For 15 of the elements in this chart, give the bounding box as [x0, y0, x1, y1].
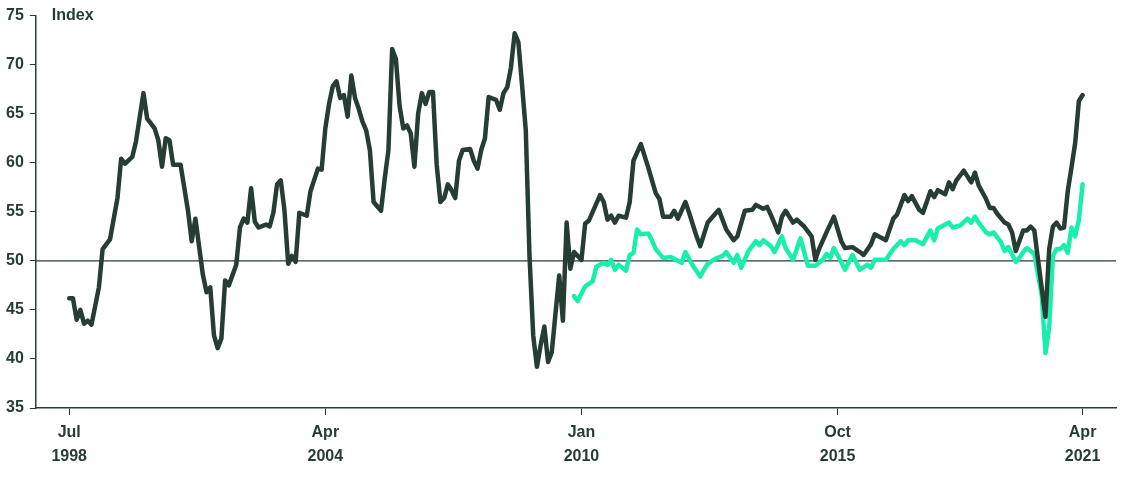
- y-tick-label: 75: [6, 6, 24, 24]
- y-tick-label: 65: [6, 104, 24, 122]
- x-tick-label: Jul 1998: [51, 423, 88, 465]
- y-tick-label: 45: [6, 300, 24, 318]
- y-tick-label: 70: [6, 55, 24, 73]
- x-tick-label: Apr 2004: [307, 423, 344, 465]
- x-tick-label: Oct 2015: [819, 423, 856, 465]
- y-axis-title: Index: [51, 6, 94, 24]
- y-tick-label: 35: [6, 398, 24, 416]
- x-tick-label: Jan 2010: [563, 423, 600, 465]
- y-tick-label: 40: [6, 349, 24, 367]
- y-tick-label: 60: [6, 153, 24, 171]
- y-tick-label: 50: [6, 251, 24, 269]
- y-tick-label: 55: [6, 202, 24, 220]
- x-tick-label: Apr 2021: [1064, 423, 1101, 465]
